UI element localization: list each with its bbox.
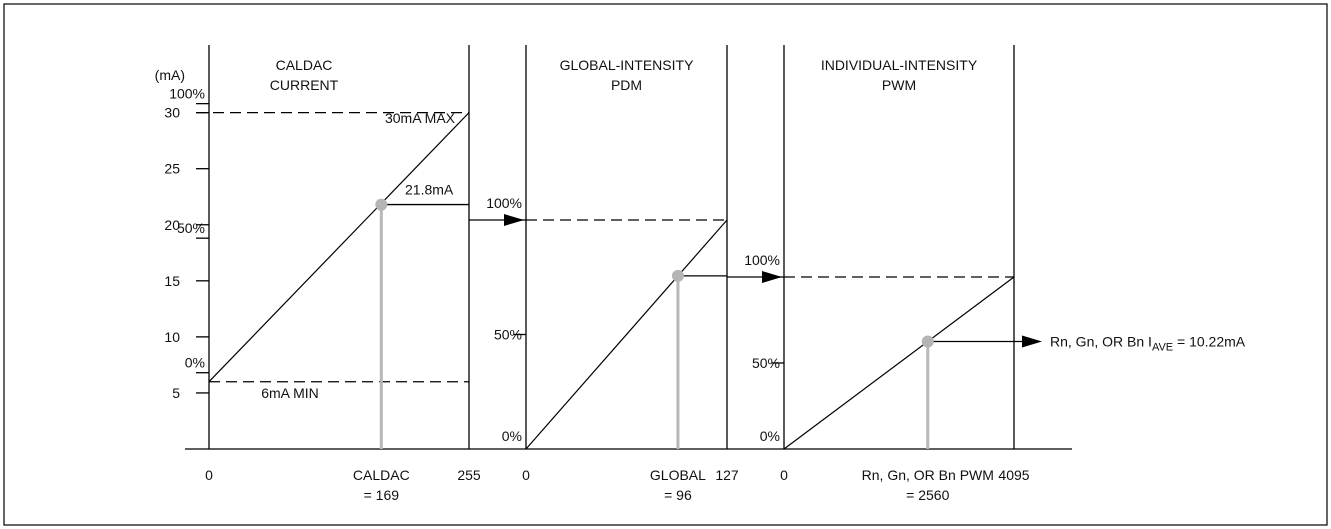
percent-label: 0% <box>502 428 522 444</box>
chart-frame <box>3 3 1328 526</box>
chart-lines-layer <box>185 45 1072 450</box>
y-unit-label: (mA) <box>155 67 185 83</box>
panel-global-x-tick-label: 0 <box>522 467 530 483</box>
panel-global-title-line1: GLOBAL-INTENSITY <box>560 57 694 73</box>
y-tick-label: 5 <box>172 385 180 401</box>
panel-global-point-x-label: GLOBAL <box>650 467 706 483</box>
y-tick-label: 10 <box>164 329 180 345</box>
y-tick-label: 25 <box>164 161 180 177</box>
percent-label: 50% <box>177 220 205 236</box>
panel-caldac-title-line2: CURRENT <box>270 77 339 93</box>
caldac-ramp-line <box>208 112 470 383</box>
panel-global-x-tick-label: 127 <box>715 467 739 483</box>
panel-individual-x-tick-label: 0 <box>780 467 788 483</box>
percent-label: 100% <box>486 195 522 211</box>
panel-global-title-line2: PDM <box>611 77 642 93</box>
panel-individual-title-line2: PWM <box>882 77 916 93</box>
panel-caldac-title-line1: CALDAC <box>276 57 333 73</box>
panel-caldac-point-x-label: CALDAC <box>353 467 410 483</box>
panel-caldac-x-tick-label: 255 <box>457 467 481 483</box>
percent-label: 50% <box>494 327 522 343</box>
arrow-head <box>504 214 524 226</box>
y-tick-label: 15 <box>164 273 180 289</box>
panel-caldac-point-x-value: = 169 <box>364 487 400 503</box>
percent-label: 100% <box>744 252 780 268</box>
panel-individual-point-x-label: Rn, Gn, OR Bn PWM <box>862 467 994 483</box>
panel-individual-operating-point <box>921 335 934 348</box>
panel-global-ramp-line <box>525 219 728 450</box>
caldac-point-value-label: 21.8mA <box>405 182 454 198</box>
percent-label: 100% <box>169 86 205 102</box>
panel-global-operating-point <box>671 269 684 282</box>
arrow-head <box>1022 335 1042 348</box>
min-current-label: 6mA MIN <box>261 385 319 401</box>
max-current-label: 30mA MAX <box>385 110 456 126</box>
panel-individual-point-x-value: = 2560 <box>906 487 949 503</box>
y-tick-label: 20 <box>164 217 180 233</box>
arrow-head <box>762 271 782 283</box>
panel-individual-x-tick-label: 4095 <box>998 467 1029 483</box>
panel-global-point-x-value: = 96 <box>664 487 692 503</box>
panel-individual-ramp-line <box>783 276 1015 450</box>
percent-label: 50% <box>752 355 780 371</box>
y-tick-label: 30 <box>164 105 180 121</box>
panel-individual-title-line1: INDIVIDUAL-INTENSITY <box>821 57 978 73</box>
percent-label: 0% <box>760 428 780 444</box>
output-current-label: Rn, Gn, OR Bn IAVE = 10.22mA <box>1050 334 1246 354</box>
panel-caldac-x-tick-label: 0 <box>205 467 213 483</box>
percent-label: 0% <box>185 355 205 371</box>
panel-caldac-operating-point <box>375 198 388 211</box>
